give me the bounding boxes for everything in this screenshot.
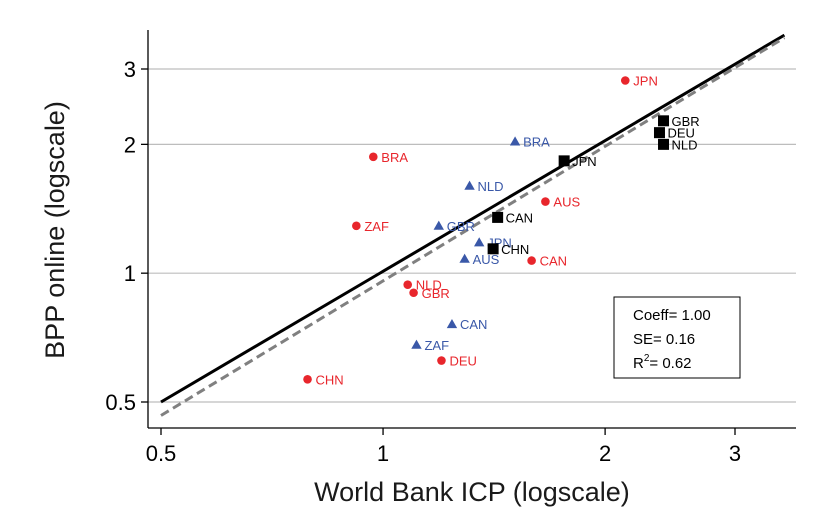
point-label: CHN [316, 372, 344, 387]
x-tick-label: 0.5 [146, 441, 177, 466]
stats-r2-value: = 0.62 [649, 355, 691, 372]
circle-marker [352, 221, 361, 231]
circle-marker [403, 280, 413, 289]
point-label: DEU [667, 126, 694, 141]
square-marker [487, 243, 499, 255]
triangle-marker [473, 237, 485, 247]
x-axis-title: World Bank ICP (logscale) [314, 477, 630, 507]
point-label: CAN [540, 254, 567, 269]
point-label: GBR [422, 286, 450, 301]
square-marker [658, 115, 670, 127]
point-label: AUS [553, 195, 580, 210]
gridlines [148, 68, 796, 403]
triangle-marker [459, 253, 470, 263]
solid-fit-line [160, 33, 786, 404]
point-label: CHN [501, 242, 529, 257]
square-marker [558, 155, 570, 167]
y-tick-label: 3 [124, 57, 136, 82]
triangle-marker [509, 136, 521, 146]
tick-marks [141, 68, 736, 435]
stats-coeff: Coeff= 1.00 [633, 307, 711, 324]
data-points: JPNBRAAUSZAFCANNLDGBRDEUCHNBRANLDGBRJPNA… [303, 73, 700, 387]
point-label: ZAF [424, 338, 449, 353]
axes [147, 30, 796, 429]
point-label: AUS [473, 252, 500, 267]
circle-marker [409, 288, 418, 298]
point-label: GBR [447, 219, 475, 234]
point-label: CAN [460, 317, 487, 332]
triangle-marker [433, 220, 444, 230]
circle-marker [437, 356, 446, 365]
point-label: NLD [478, 179, 504, 194]
dashed-fit-line [160, 36, 786, 417]
x-tick-label: 2 [599, 441, 611, 466]
point-label: NLD [672, 137, 698, 152]
x-tick-label: 1 [377, 441, 389, 466]
triangle-marker [411, 339, 422, 349]
point-label: JPN [572, 154, 597, 169]
stats-r2: R2= 0.62 [633, 353, 692, 372]
square-marker [653, 127, 665, 139]
reference-lines [160, 33, 786, 417]
stats-r2-sup: 2 [644, 353, 650, 364]
point-label: BRA [381, 150, 408, 165]
y-tick-label: 2 [124, 132, 136, 157]
stats-box-frame [613, 296, 741, 379]
point-label: JPN [633, 73, 658, 88]
circle-marker [303, 374, 312, 384]
stats-r2-base: R [633, 355, 644, 372]
circle-marker [527, 256, 536, 265]
square-marker [492, 211, 504, 223]
point-label: ZAF [364, 219, 389, 234]
point-label: DEU [449, 354, 476, 369]
point-label: NLD [416, 278, 442, 293]
y-axis-title: BPP online (logscale) [40, 101, 70, 359]
triangle-marker [464, 180, 475, 190]
square-marker [658, 138, 670, 150]
point-label: GBR [672, 114, 700, 129]
circle-marker [541, 197, 550, 206]
point-label: CAN [506, 210, 533, 225]
y-tick-label: 1 [124, 261, 136, 286]
stats-se: SE= 0.16 [633, 331, 695, 348]
x-tick-label: 3 [729, 441, 741, 466]
stats-box: Coeff= 1.00 SE= 0.16 R2= 0.62 [613, 296, 741, 379]
y-tick-label: 0.5 [105, 390, 136, 415]
triangle-marker [446, 318, 458, 329]
circle-marker [368, 152, 378, 162]
point-label: BRA [523, 135, 550, 150]
circle-marker [620, 76, 630, 85]
